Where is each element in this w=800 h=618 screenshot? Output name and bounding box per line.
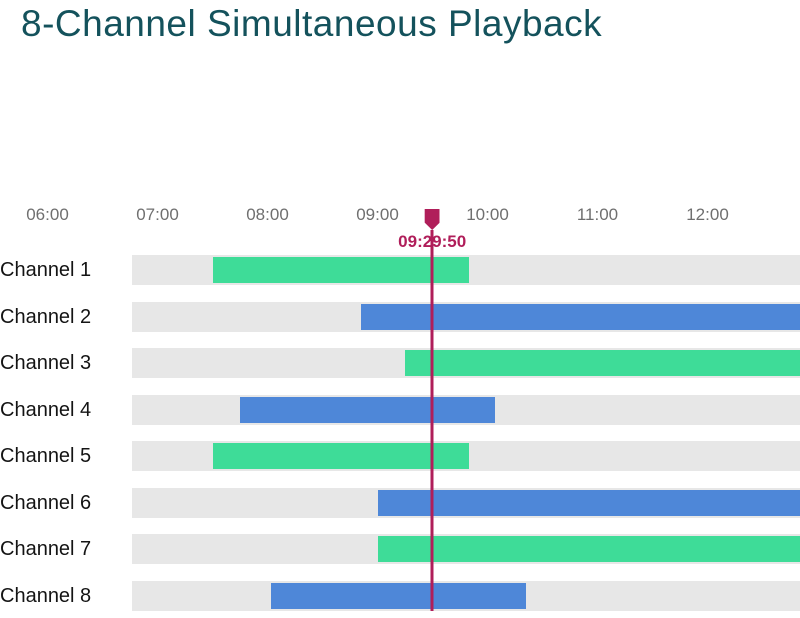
axis-tick-label: 12:00: [686, 205, 729, 224]
page-title: 8-Channel Simultaneous Playback: [21, 3, 603, 44]
recording-segment[interactable]: [212, 443, 470, 469]
axis-tick-label: 11:00: [576, 205, 619, 224]
channel-track[interactable]: [132, 301, 800, 332]
channel-label: Channel 7: [0, 538, 92, 560]
channel-track[interactable]: [132, 348, 800, 378]
channel-track[interactable]: [132, 534, 800, 564]
playhead-marker[interactable]: [424, 209, 440, 230]
axis-tick-label: 09:00: [356, 205, 399, 224]
channel-label: Channel 1: [0, 259, 92, 281]
recording-segment[interactable]: [240, 396, 495, 423]
channel-label: Channel 4: [0, 398, 92, 421]
channel-label: Channel 3: [0, 352, 92, 374]
recording-segment[interactable]: [405, 350, 800, 376]
channel-label: Channel 8: [0, 584, 92, 607]
playhead-line: [430, 230, 434, 611]
channel-track[interactable]: [132, 580, 800, 611]
recording-segment[interactable]: [271, 582, 526, 609]
channel-label: Channel 6: [0, 491, 92, 514]
recording-segment[interactable]: [377, 536, 800, 562]
channel-track[interactable]: [132, 487, 800, 518]
recording-segment[interactable]: [377, 489, 800, 516]
recording-segment[interactable]: [361, 303, 800, 330]
playhead-time-label: 09:29:50: [398, 232, 467, 251]
axis-tick-label: 10:00: [466, 205, 509, 224]
axis-tick-label: 07:00: [136, 205, 179, 224]
channel-label: Channel 2: [0, 305, 92, 328]
channel-track[interactable]: [132, 255, 800, 285]
axis-tick-label: 08:00: [246, 205, 289, 224]
axis-tick-label: 06:00: [26, 205, 69, 224]
channel-track[interactable]: [132, 441, 800, 471]
channel-track[interactable]: [132, 394, 800, 425]
recording-segment[interactable]: [212, 257, 470, 283]
channel-label: Channel 5: [0, 445, 92, 467]
